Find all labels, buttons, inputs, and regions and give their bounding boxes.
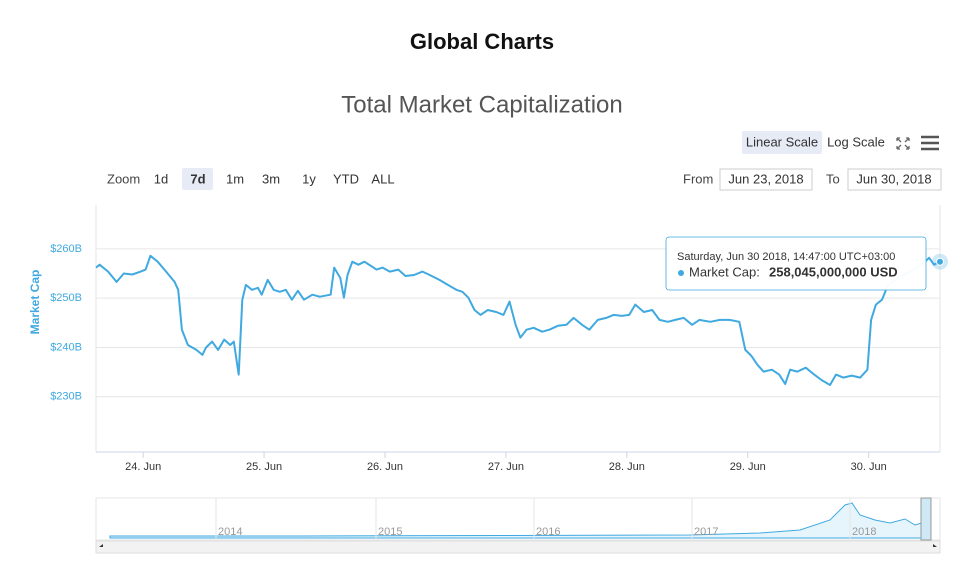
zoom-button[interactable]: 3m (262, 171, 280, 186)
navigator-label: 2018 (852, 526, 876, 538)
y-tick-label: $240B (50, 341, 82, 353)
tooltip-value: 258,045,000,000 USD (769, 264, 898, 279)
zoom-button[interactable]: YTD (333, 171, 359, 186)
to-input[interactable] (847, 168, 942, 191)
zoom-button[interactable]: ALL (371, 171, 394, 186)
navigator-label: 2015 (378, 526, 402, 538)
y-tick-label: $230B (50, 391, 82, 403)
scale-button[interactable]: Linear Scale (746, 134, 818, 149)
tooltip-label: Market Cap: (689, 264, 760, 279)
scrollbar[interactable] (95, 540, 941, 554)
x-tick-label: 30. Jun (851, 461, 887, 473)
hover-point (936, 257, 944, 266)
page-title: Global Charts (410, 29, 554, 54)
navigator-label: 2016 (536, 526, 560, 538)
from-date: Jun 23, 2018 (728, 171, 803, 186)
x-tick-label: 26. Jun (367, 461, 403, 473)
navigator-handle[interactable] (920, 497, 932, 541)
tooltip-box (665, 236, 927, 291)
y-tick-label: $260B (50, 243, 82, 255)
zoom-button[interactable]: 1m (226, 171, 244, 186)
y-tick-label: $250B (50, 292, 82, 304)
line-series (95, 254, 941, 386)
x-tick-label: 29. Jun (730, 461, 766, 473)
tooltip-date: Saturday, Jun 30 2018, 14:47:00 UTC+03:0… (677, 251, 895, 263)
scale-button[interactable]: Log Scale (827, 134, 885, 149)
navigator-label: 2017 (694, 526, 718, 538)
x-tick-label: 27. Jun (488, 461, 524, 473)
zoom-button[interactable]: 7d (190, 171, 205, 186)
menu-icon[interactable] (921, 135, 939, 151)
to-label: To (826, 171, 840, 186)
y-axis-label: Market Cap (28, 270, 42, 335)
from-input[interactable] (719, 168, 813, 191)
fullscreen-icon[interactable] (896, 137, 910, 150)
zoom-button-active[interactable] (182, 168, 213, 190)
navigator-label: 2014 (218, 526, 242, 538)
zoom-button[interactable]: 1d (154, 171, 168, 186)
chart-title: Total Market Capitalization (341, 91, 622, 118)
x-tick-label: 28. Jun (609, 461, 645, 473)
x-tick-label: 24. Jun (125, 461, 161, 473)
x-tick-label: 25. Jun (246, 461, 282, 473)
to-date: Jun 30, 2018 (856, 171, 931, 186)
tooltip: Saturday, Jun 30 2018, 14:47:00 UTC+03:0… (665, 236, 927, 291)
from-label: From (683, 171, 713, 186)
tooltip-dot (678, 270, 684, 276)
zoom-button[interactable]: 1y (302, 171, 316, 186)
scale-button-active[interactable] (742, 131, 822, 154)
zoom-label: Zoom (107, 171, 140, 186)
